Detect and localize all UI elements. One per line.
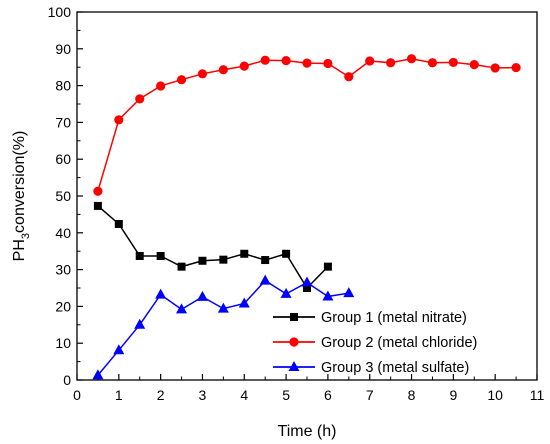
data-point <box>344 72 354 82</box>
y-tick-label: 40 <box>55 225 71 241</box>
data-point <box>217 302 229 313</box>
data-point <box>259 274 271 285</box>
y-axis-ticks: 0 10 20 30 40 50 60 70 80 90 100 <box>48 4 83 388</box>
data-point <box>155 288 167 299</box>
y-tick-label: 90 <box>55 41 71 57</box>
data-point <box>301 276 313 287</box>
y-axis-title-rest: conversion(%) <box>11 131 28 233</box>
legend-marker <box>290 313 298 321</box>
data-point <box>219 255 228 264</box>
legend-entry: Group 1 (metal nitrate) <box>273 310 467 326</box>
data-point <box>280 287 292 298</box>
series-2 <box>93 54 521 196</box>
data-point <box>176 75 187 85</box>
series-line <box>97 57 517 192</box>
x-tick-label: 10 <box>487 387 503 403</box>
data-point <box>238 297 250 308</box>
y-tick-label: 0 <box>63 372 71 388</box>
x-axis-ticks: 0 1 2 3 4 5 6 7 8 9 10 11 <box>73 374 544 403</box>
data-point <box>261 256 270 265</box>
data-point <box>323 58 333 69</box>
data-point <box>176 303 188 314</box>
data-point <box>281 55 291 66</box>
data-point <box>93 201 102 210</box>
x-tick-label: 4 <box>240 387 248 403</box>
data-point <box>177 262 186 271</box>
data-point <box>218 65 228 75</box>
data-point <box>282 249 291 258</box>
data-point <box>114 219 123 228</box>
y-tick-label: 60 <box>55 151 71 167</box>
data-point <box>196 290 208 301</box>
data-point <box>114 115 124 125</box>
legend-entry: Group 3 (metal sulfate) <box>273 360 469 376</box>
y-axis-title-base: PH <box>11 239 28 261</box>
data-point <box>92 369 104 380</box>
x-tick-label: 2 <box>157 387 165 403</box>
data-point <box>239 61 249 71</box>
x-tick-label: 3 <box>199 387 207 403</box>
data-point <box>490 63 500 73</box>
data-point <box>93 186 103 196</box>
data-point <box>302 58 312 68</box>
y-tick-label: 10 <box>55 335 71 351</box>
data-point <box>448 57 458 68</box>
x-axis-title: Time (h) <box>278 423 337 440</box>
y-tick-label: 80 <box>55 78 71 94</box>
x-tick-label: 1 <box>115 387 123 403</box>
data-point <box>322 290 334 301</box>
legend-label: Group 3 (metal sulfate) <box>321 360 469 376</box>
data-point <box>323 262 332 271</box>
data-point <box>156 251 165 260</box>
x-tick-label: 5 <box>282 387 290 403</box>
y-axis-title: PH3conversion(%) <box>11 131 32 262</box>
series-line <box>97 205 329 290</box>
legend-marker <box>288 361 300 371</box>
y-tick-label: 20 <box>55 298 71 314</box>
data-point <box>303 284 311 292</box>
legend-marker <box>289 337 299 347</box>
data-point <box>406 54 417 64</box>
legend-label: Group 1 (metal nitrate) <box>321 310 467 326</box>
data-point <box>511 62 521 73</box>
data-point <box>386 58 396 68</box>
data-point <box>198 256 207 265</box>
y-tick-label: 50 <box>55 188 71 204</box>
data-point <box>343 287 355 298</box>
data-point <box>365 56 375 66</box>
plot-frame <box>76 11 538 381</box>
x-tick-label: 9 <box>449 387 457 403</box>
y-tick-label: 100 <box>48 4 72 20</box>
legend-entry: Group 2 (metal chloride) <box>273 335 477 351</box>
x-tick-label: 6 <box>324 387 332 403</box>
data-point <box>469 60 479 70</box>
series-layer <box>92 54 521 380</box>
x-tick-label: 7 <box>366 387 374 403</box>
x-tick-label: 8 <box>408 387 416 403</box>
data-point <box>260 55 270 65</box>
series-3 <box>92 274 355 380</box>
data-point <box>156 81 166 91</box>
data-point <box>134 318 146 329</box>
y-tick-label: 70 <box>55 114 71 130</box>
y-tick-label: 30 <box>55 262 71 278</box>
legend: Group 1 (metal nitrate) Group 2 (metal ch… <box>273 310 477 376</box>
data-point <box>113 344 125 355</box>
data-point <box>197 69 208 79</box>
legend-label: Group 2 (metal chloride) <box>321 335 477 351</box>
data-point <box>240 249 249 258</box>
y-axis-title-subscript: 3 <box>20 233 32 239</box>
data-point <box>427 58 438 68</box>
series-1 <box>93 201 332 292</box>
x-tick-label: 0 <box>73 387 81 403</box>
x-tick-label: 11 <box>530 387 545 403</box>
data-point <box>135 94 145 104</box>
data-point <box>135 251 144 260</box>
